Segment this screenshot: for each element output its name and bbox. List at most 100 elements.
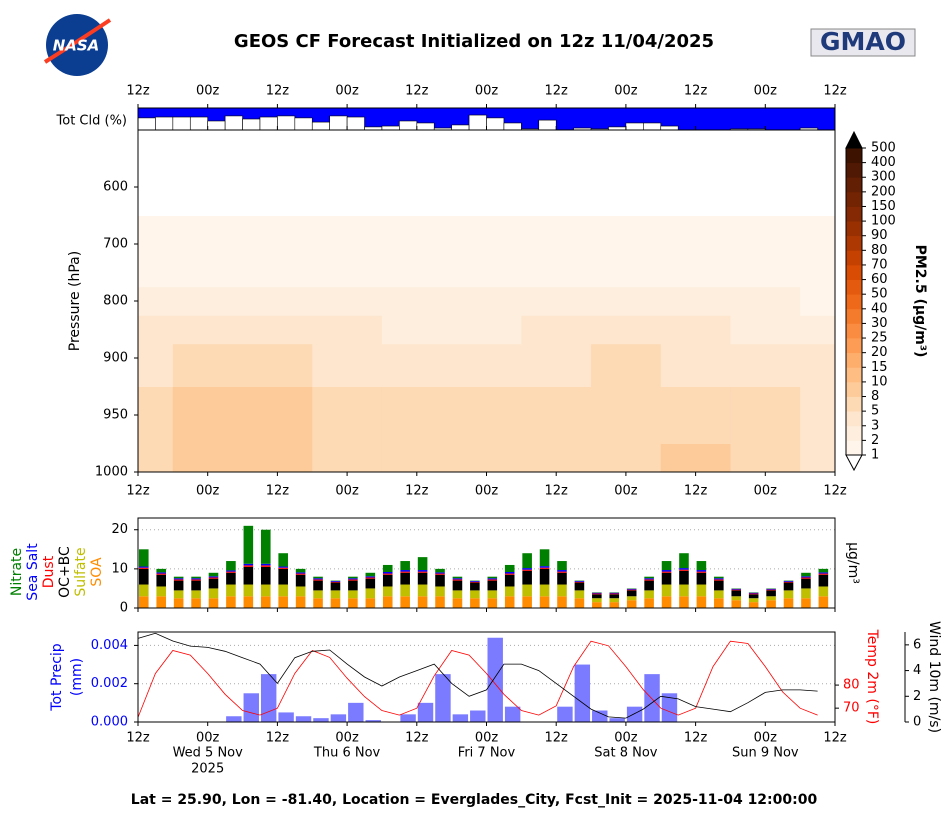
species-bar [714, 580, 724, 591]
precip-bar [295, 716, 312, 722]
species-bar [644, 576, 654, 579]
species-bar [504, 596, 515, 608]
contour-cell [312, 315, 383, 345]
species-bar [208, 576, 219, 578]
species-bar [522, 584, 532, 597]
species-bar [557, 561, 567, 571]
cloud-bar [346, 116, 365, 131]
cloud-bar [468, 114, 487, 131]
cloud-bar [137, 117, 156, 131]
contour-cell [730, 443, 801, 473]
colorbar-extend-min [845, 454, 863, 472]
contour-cell [138, 443, 174, 473]
species-bar [783, 582, 794, 591]
species-bar [348, 580, 358, 591]
species-bar [731, 600, 742, 608]
y-tick-label: 0.000 [91, 715, 128, 730]
colorbar-tick-label: 25 [871, 331, 888, 346]
precip-bar [470, 710, 486, 722]
species-bar [139, 566, 149, 568]
species-bar [818, 596, 829, 608]
colorbar-tick-label: 70 [871, 257, 888, 272]
species-bar [191, 598, 201, 608]
species-bar [330, 581, 341, 582]
species-bar [661, 584, 672, 597]
contour-cell [451, 343, 522, 387]
species-bar [539, 566, 550, 568]
species-bar [156, 596, 167, 608]
species-bar [417, 596, 428, 608]
precip-bar [330, 714, 347, 722]
species-bar [400, 584, 410, 597]
species-bar [313, 579, 323, 581]
species-bar [278, 596, 288, 608]
species-bar [260, 565, 271, 567]
species-bar [435, 572, 445, 574]
colorbar-tick-label: 3 [871, 418, 879, 433]
species-bar [260, 596, 271, 608]
x-tick-label: 12z [405, 731, 429, 746]
species-bar [609, 592, 620, 594]
species-bar [574, 581, 585, 582]
colorbar-tick-label: 500 [871, 141, 896, 156]
species-bar [365, 598, 376, 608]
species-bar [470, 581, 480, 582]
species-bar [679, 584, 689, 597]
x-tick-label: 12z [684, 731, 708, 746]
species-bar [191, 590, 201, 599]
species-bar [696, 561, 707, 571]
species-bar [661, 571, 672, 573]
species-bar [731, 590, 742, 597]
contour-cell [591, 286, 662, 316]
x-tick-label: 12z [266, 484, 290, 499]
x-tick-label: 00z [754, 731, 778, 746]
species-bar [330, 590, 341, 599]
species-bar [818, 568, 829, 573]
x-tick-label: 00z [335, 731, 359, 746]
contour-cell [242, 258, 313, 288]
species-bar [226, 571, 236, 573]
colorbar-cell [846, 323, 862, 339]
contour-cell [312, 386, 383, 444]
species-bar [748, 594, 759, 599]
contour-cell [730, 130, 801, 216]
y-axis-label: Tot Precip [49, 643, 65, 712]
species-bar [173, 576, 184, 579]
contour-cell [381, 315, 453, 345]
precip-bar [400, 714, 416, 722]
species-bar [539, 584, 550, 597]
species-bar [452, 598, 463, 608]
contour-cell [591, 130, 662, 216]
species-bar [504, 564, 515, 572]
colorbar-tick-label: 2 [871, 433, 879, 448]
species-bar [609, 593, 620, 595]
species-bar [557, 570, 567, 572]
contour-cell [660, 343, 731, 387]
gmao-logo-text: GMAO [820, 27, 906, 56]
footer: Lat = 25.90, Lon = -81.40, Location = Ev… [131, 792, 818, 808]
species-bar [714, 578, 724, 580]
y-tick-label: 6 [913, 637, 921, 652]
species-bar [278, 584, 288, 597]
y-tick-label: 1000 [95, 465, 128, 480]
x-tick-label: 12z [545, 731, 569, 746]
contour-cell [451, 315, 522, 345]
colorbar-tick-label: 50 [871, 287, 888, 302]
colorbar-cell [846, 206, 862, 222]
y2-axis-label: Temp 2m (°F) [864, 629, 880, 725]
species-bar [435, 596, 445, 608]
species-bar [714, 579, 724, 581]
species-bar [818, 586, 829, 597]
contour-cell [172, 315, 244, 345]
y-tick-label: 900 [103, 351, 128, 366]
y-tick-label: 2 [913, 689, 921, 704]
species-bar [348, 598, 358, 608]
species-bar [696, 570, 707, 572]
contour-cell [660, 443, 731, 473]
x-tick-label: 00z [196, 484, 220, 499]
species-bar [766, 590, 776, 597]
species-bar [173, 578, 184, 580]
species-bar [260, 529, 271, 564]
species-bar [644, 580, 654, 591]
